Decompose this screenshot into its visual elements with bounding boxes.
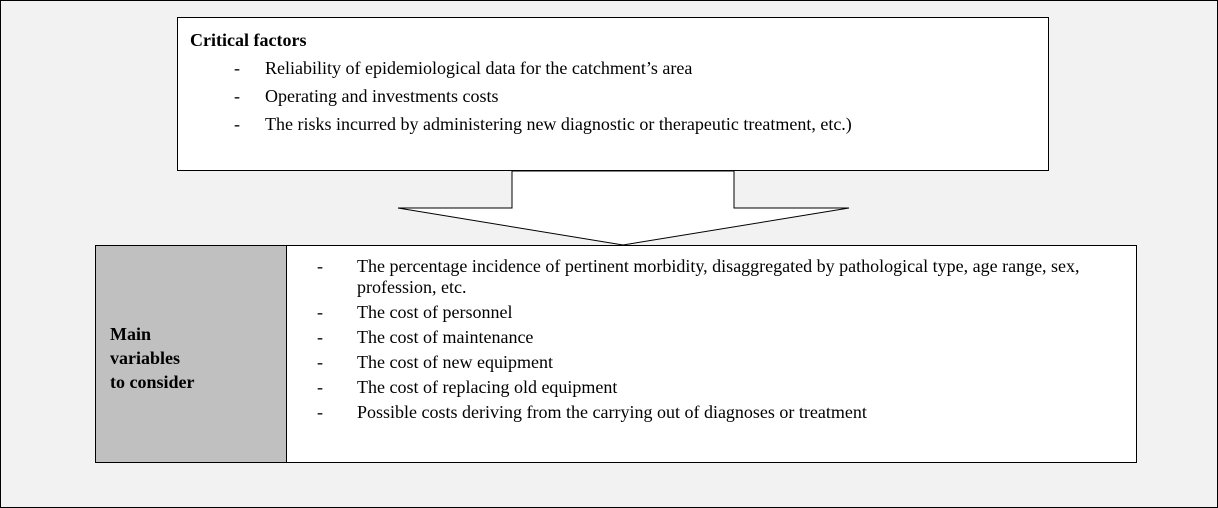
factor-item: Operating and investments costs: [190, 85, 1036, 107]
variables-box: Main variables to consider The percentage …: [95, 245, 1137, 463]
box-title: Critical factors: [190, 30, 307, 50]
variables-label: Main variables to consider: [96, 246, 287, 462]
variable-item: Possible costs deriving from the carryin…: [287, 402, 1124, 423]
label-line: Main: [110, 324, 152, 344]
critical-factors-box: Critical factors Reliability of epidemio…: [177, 17, 1049, 171]
variables-list-wrap: The percentage incidence of pertinent mo…: [287, 246, 1136, 462]
variable-item: The cost of personnel: [287, 302, 1124, 323]
variable-item: The percentage incidence of pertinent mo…: [287, 256, 1124, 298]
factor-item: Reliability of epidemiological data for …: [190, 57, 1036, 79]
factor-list: Reliability of epidemiological data for …: [190, 57, 1036, 135]
variable-item: The cost of maintenance: [287, 327, 1124, 348]
variable-item: The cost of replacing old equipment: [287, 377, 1124, 398]
variables-list: The percentage incidence of pertinent mo…: [287, 256, 1124, 423]
label-line: to consider: [110, 372, 195, 392]
variable-item: The cost of new equipment: [287, 352, 1124, 373]
down-arrow: [397, 170, 850, 246]
label-line: variables: [110, 348, 180, 368]
factor-item: The risks incurred by administering new …: [190, 113, 1036, 135]
